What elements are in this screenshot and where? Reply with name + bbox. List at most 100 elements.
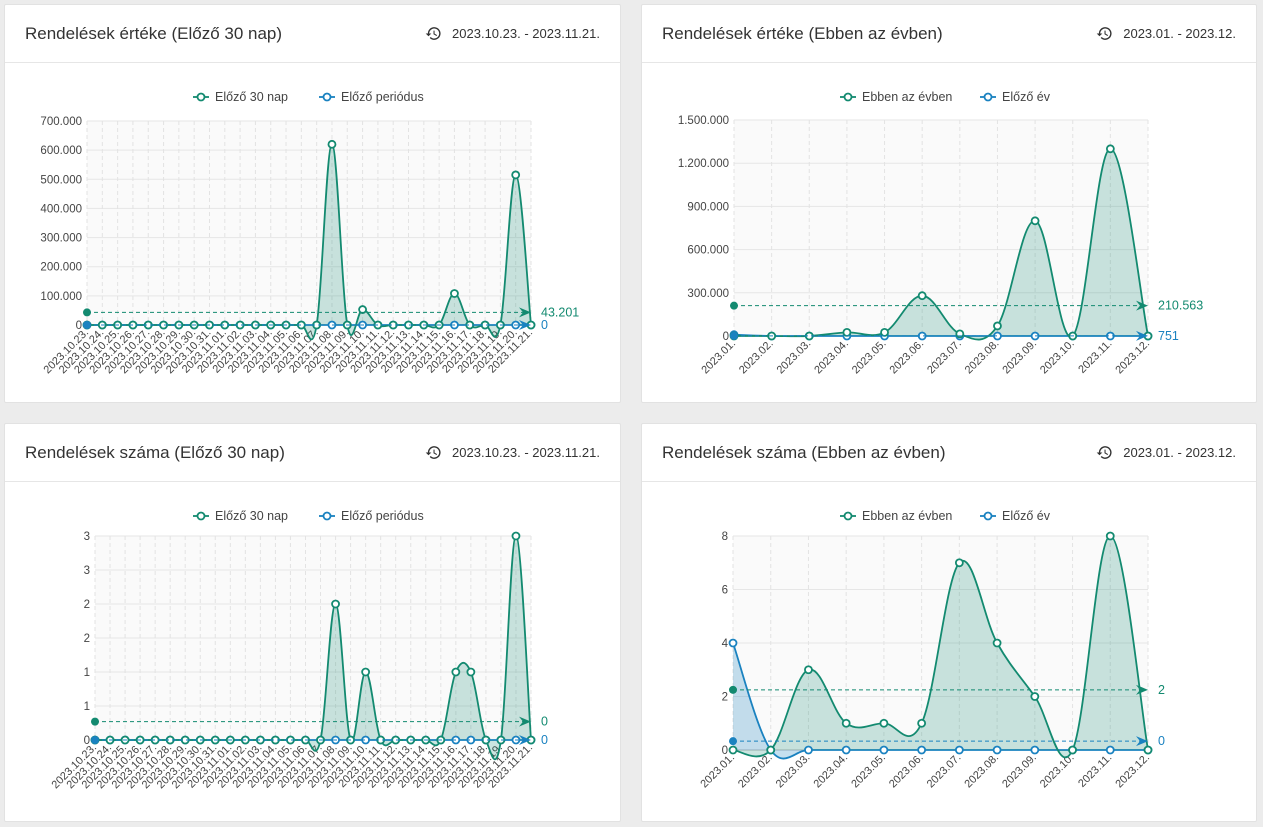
- data-point: [331, 599, 340, 609]
- x-tick-label: 2023.04.: [812, 752, 851, 791]
- y-tick-label: 300.000: [40, 233, 82, 245]
- average-label: 0: [1158, 734, 1165, 748]
- x-tick-label: 2023.02.: [736, 752, 775, 791]
- average-arrow: [1136, 684, 1148, 695]
- legend-swatch-marker: [196, 92, 206, 102]
- date-range-text: 2023.01. - 2023.12.: [1123, 26, 1236, 41]
- data-point: [450, 289, 459, 298]
- average-label: 751: [1158, 329, 1179, 343]
- average-label: 0: [541, 715, 548, 729]
- legend-swatch-marker: [983, 92, 993, 102]
- data-point: [992, 745, 1002, 755]
- card-order-count-year: Rendelések száma (Ebben az évben) 2023.0…: [641, 423, 1257, 822]
- x-tick-label: 2023.07.: [925, 752, 964, 791]
- y-tick-label: 2: [84, 633, 90, 645]
- date-range-text: 2023.10.23. - 2023.11.21.: [452, 445, 600, 460]
- average-start-dot: [729, 685, 737, 694]
- history-icon: [1096, 446, 1112, 459]
- date-range[interactable]: 2023.01. - 2023.12.: [1096, 25, 1236, 42]
- history-icon: [1096, 27, 1112, 40]
- legend-label: Előző periódus: [341, 509, 424, 523]
- y-tick-label: 900.000: [687, 201, 729, 213]
- legend-label: Ebben az évben: [862, 509, 952, 523]
- y-tick-label: 300.000: [687, 288, 729, 300]
- x-tick-label: 2023.10.: [1038, 338, 1077, 377]
- data-point: [954, 745, 964, 755]
- series-area-current: [733, 536, 1148, 758]
- x-tick-label: 2023.02.: [737, 338, 776, 377]
- data-point: [993, 321, 1002, 331]
- average-arrow: [519, 716, 531, 727]
- card-title: Rendelések értéke (Ebben az évben): [662, 24, 943, 43]
- y-tick-label: 3: [84, 565, 90, 577]
- chart-order-value-30days: 0 100.000 200.000 300.000 400.000 500.000 600.…: [40, 90, 579, 376]
- x-tick-label: 2023.07.: [925, 338, 964, 377]
- data-point: [880, 327, 889, 337]
- y-tick-label: 600.000: [687, 245, 729, 257]
- y-tick-label: 4: [722, 638, 729, 650]
- y-tick-label: 0: [84, 735, 90, 747]
- data-point: [327, 139, 337, 149]
- history-icon: [425, 446, 441, 459]
- date-range[interactable]: 2023.10.23. - 2023.11.21.: [425, 444, 600, 461]
- plot-area: [87, 121, 531, 325]
- data-point: [728, 638, 738, 648]
- legend-swatch-marker: [322, 92, 332, 102]
- card-title: Rendelések száma (Előző 30 nap): [25, 443, 285, 462]
- y-tick-label: 500.000: [40, 174, 82, 186]
- date-range[interactable]: 2023.01. - 2023.12.: [1096, 444, 1236, 461]
- series-line-current: [734, 147, 1149, 341]
- average-arrow: [519, 735, 531, 745]
- chart-order-count-30days: 01122332023.10.23.2023.10.24.2023.10.25.…: [50, 509, 548, 791]
- data-point: [804, 745, 813, 755]
- card-order-value-year: Rendelések értéke (Ebben az évben) 2023.…: [641, 4, 1257, 403]
- chart-order-value-year: 0 300.000 600.000 900.000 1.200.000 1.500.000…: [678, 90, 1203, 377]
- x-tick-label: 2023.06.: [887, 752, 926, 791]
- legend-label: Előző év: [1002, 90, 1051, 104]
- average-label: 43.201: [541, 305, 579, 319]
- x-tick-label: 2023.10.: [1038, 752, 1077, 791]
- x-tick-label: 2023.11.: [1076, 338, 1114, 376]
- data-point: [451, 667, 461, 677]
- legend-swatch-marker: [843, 511, 853, 521]
- y-tick-label: 2: [84, 599, 90, 611]
- series-area-current: [734, 148, 1148, 340]
- card-header: Rendelések értéke (Előző 30 nap) 2023.10…: [5, 5, 620, 63]
- card-title: Rendelések száma (Ebben az évben): [662, 443, 946, 462]
- card-title: Rendelések értéke (Előző 30 nap): [25, 24, 283, 43]
- x-tick-label: 2023.06.: [888, 338, 927, 377]
- data-point: [1030, 692, 1040, 701]
- x-tick-label: 2023.05.: [849, 752, 888, 791]
- y-tick-label: 8: [722, 531, 728, 543]
- x-tick-label: 2023.01.: [699, 338, 738, 377]
- y-tick-label: 3: [84, 531, 90, 543]
- data-point: [1143, 745, 1153, 755]
- data-point: [842, 327, 852, 337]
- date-range[interactable]: 2023.10.23. - 2023.11.21.: [425, 25, 600, 42]
- legend-label: Előző 30 nap: [215, 509, 288, 523]
- x-tick-label: 2023.12.: [1113, 752, 1152, 791]
- data-point: [992, 638, 1002, 648]
- x-tick-label: 2023.04.: [812, 338, 851, 377]
- average-label: 0: [541, 733, 548, 747]
- plot-area: [734, 120, 1148, 336]
- x-tick-label: 2023.08.: [962, 752, 1001, 791]
- average-label: 0: [541, 318, 548, 332]
- average-start-dot: [730, 331, 738, 340]
- legend-swatch-marker: [196, 511, 206, 521]
- average-arrow: [1136, 736, 1148, 747]
- data-point: [361, 667, 371, 677]
- y-tick-label: 400.000: [40, 203, 82, 215]
- data-point: [841, 718, 851, 728]
- data-point: [879, 718, 889, 728]
- average-arrow: [519, 307, 531, 318]
- data-point: [466, 667, 476, 677]
- data-point: [879, 745, 889, 755]
- data-point: [917, 291, 927, 301]
- average-start-dot: [91, 717, 99, 726]
- average-start-dot: [730, 301, 738, 310]
- x-tick-label: 2023.03.: [775, 338, 814, 377]
- y-tick-label: 700.000: [40, 116, 82, 128]
- y-tick-label: 1: [84, 667, 90, 679]
- x-tick-label: 2023.01.: [698, 752, 737, 791]
